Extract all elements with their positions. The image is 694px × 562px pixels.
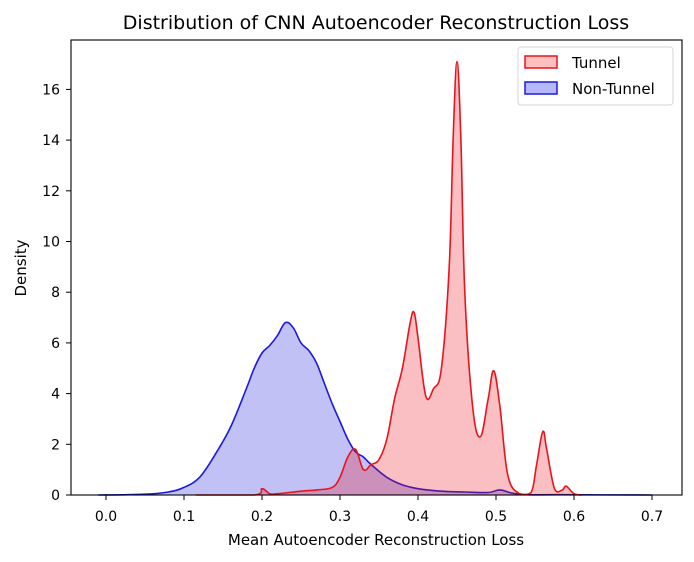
y-tick-label: 0 (51, 488, 60, 504)
legend-item-non-tunnel: Non-Tunnel (524, 80, 655, 98)
x-axis-label: Mean Autoencoder Reconstruction Loss (228, 531, 524, 549)
density-line-non-tunnel (98, 321, 653, 496)
y-tick-label: 8 (51, 285, 60, 301)
legend-label-tunnel: Tunnel (571, 54, 621, 72)
x-tick-label: 0.3 (329, 509, 351, 525)
y-axis: 0 2 4 6 8 10 12 14 16 (42, 82, 71, 504)
y-tick-label: 16 (42, 82, 60, 98)
area-fill-non-tunnel (98, 322, 652, 495)
y-tick-label: 6 (51, 336, 60, 352)
legend: Tunnel Non-Tunnel (517, 46, 674, 106)
x-tick-label: 0.6 (563, 509, 585, 525)
chart-title: Distribution of CNN Autoencoder Reconstr… (123, 12, 629, 34)
legend-item-tunnel: Tunnel (524, 54, 621, 72)
area-fill-tunnel (195, 61, 582, 495)
y-axis-label: Density (12, 239, 30, 296)
x-tick-label: 0.0 (95, 509, 117, 525)
y-tick-label: 10 (42, 235, 60, 251)
x-tick-label: 0.2 (251, 509, 273, 525)
x-tick-label: 0.7 (641, 509, 663, 525)
legend-label-non-tunnel: Non-Tunnel (572, 80, 655, 98)
x-axis: 0.0 0.1 0.2 0.3 0.4 0.5 0.6 0.7 (95, 495, 663, 525)
axes-frame (70, 39, 683, 496)
series-layer (98, 60, 653, 496)
x-tick-label: 0.4 (407, 509, 429, 525)
x-tick-label: 0.5 (485, 509, 507, 525)
y-tick-label: 2 (51, 437, 60, 453)
legend-swatch-tunnel (524, 55, 558, 69)
y-tick-label: 14 (42, 133, 60, 149)
plot-area (70, 39, 683, 496)
x-tick-label: 0.1 (173, 509, 195, 525)
y-tick-label: 12 (42, 184, 60, 200)
legend-swatch-non-tunnel (524, 81, 558, 95)
density-line-tunnel (195, 60, 582, 496)
y-tick-label: 4 (51, 387, 60, 403)
